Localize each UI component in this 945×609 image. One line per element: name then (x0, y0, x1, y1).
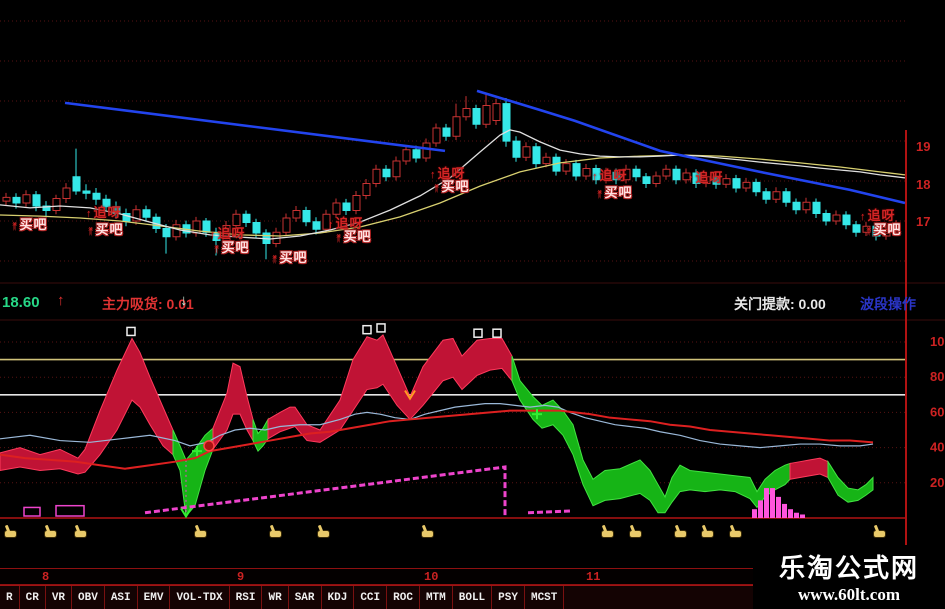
buy-hand-icon (5, 531, 16, 537)
tab-vr[interactable]: VR (46, 586, 73, 609)
up-arrow-icon: ↑ (57, 292, 65, 309)
tab-r[interactable]: R (0, 586, 20, 609)
svg-text:80: 80 (930, 369, 944, 384)
chase-signal-label: ↑追呀 (430, 166, 466, 181)
chase-signal-label: ↑追呀 (688, 170, 724, 185)
red-arrow-icon: ↑ (86, 208, 93, 220)
red-arrow-icon: ↑ (430, 169, 437, 181)
secondary-indicator-label: 波段操作 (860, 296, 916, 312)
buy-hand-icon (195, 531, 206, 537)
svg-text:40: 40 (930, 440, 944, 455)
red-arrow-icon: ↑ (214, 243, 221, 255)
tab-sar[interactable]: SAR (289, 586, 322, 609)
red-arrow-icon: ↑ (597, 188, 604, 200)
month-label: 10 (424, 570, 439, 584)
buy-hand-icon (45, 531, 56, 537)
buy-signal-label: ↑买吧 (597, 185, 633, 200)
buy-signal-label: ↑买吧 (866, 222, 902, 237)
tab-obv[interactable]: OBV (72, 586, 105, 609)
svg-text:19: 19 (916, 139, 930, 154)
buy-hand-icon (675, 531, 686, 537)
red-arrow-icon: ↑ (592, 171, 599, 183)
tab-wr[interactable]: WR (262, 586, 289, 609)
red-arrow-icon: ↑ (336, 232, 343, 244)
buy-signal-label: ↑买吧 (272, 250, 308, 265)
tab-vol-tdx[interactable]: VOL-TDX (170, 586, 230, 609)
chase-signal-label: ↑追呀 (328, 216, 364, 231)
red-arrow-icon: ↑ (328, 219, 335, 231)
tab-cci[interactable]: CCI (354, 586, 388, 609)
buy-signal-label: ↑买吧 (88, 222, 124, 237)
tab-rsi[interactable]: RSI (230, 586, 263, 609)
buy-signal-label: ↑买吧 (12, 217, 48, 232)
svg-text:20: 20 (930, 475, 944, 490)
buy-hand-icon (630, 531, 641, 537)
buy-hand-icon (702, 531, 713, 537)
month-label: 8 (42, 570, 50, 584)
tab-cr[interactable]: CR (20, 586, 46, 609)
tab-mcst[interactable]: MCST (525, 586, 565, 609)
watermark: 乐淘公式网 www.60lt.com (753, 545, 945, 609)
chase-signal-label: ↑追呀 (860, 208, 896, 223)
tab-kdj[interactable]: KDJ (322, 586, 355, 609)
red-arrow-icon: ↑ (860, 211, 867, 223)
svg-text:100: 100 (930, 334, 945, 349)
red-arrow-icon: ↑ (12, 220, 19, 232)
buy-signal-label: ↑买吧 (336, 229, 372, 244)
chase-signal-label: ↑追呀 (86, 205, 122, 220)
indicator-readout-bar: 18.60 ↑ 主力吸货: 0.01 ↓ 关门提款: 0.00 波段操作 (0, 284, 945, 320)
main-force-indicator-label: 主力吸货: 0.01 (102, 296, 194, 312)
buy-hand-icon (318, 531, 329, 537)
red-arrow-icon: ↑ (88, 225, 95, 237)
buy-signal-label: ↑买吧 (214, 240, 250, 255)
right-indicator-label: 关门提款: 0.00 (734, 296, 826, 312)
date-axis: 8 9 10 11 (0, 568, 945, 585)
chase-signal-label: ↑追呀 (592, 168, 628, 183)
watermark-site-name: 乐淘公式网 (778, 553, 919, 583)
buy-hand-icon (730, 531, 741, 537)
red-arrow-icon: ↑ (210, 229, 217, 241)
month-label: 11 (586, 570, 601, 584)
tab-boll[interactable]: BOLL (453, 586, 493, 609)
svg-text:17: 17 (916, 214, 930, 229)
buy-hand-icon (422, 531, 433, 537)
tab-emv[interactable]: EMV (138, 586, 171, 609)
month-label: 9 (237, 570, 245, 584)
chase-signal-label: ↑追呀 (210, 226, 246, 241)
svg-text:18: 18 (916, 177, 930, 192)
red-arrow-icon: ↑ (434, 182, 441, 194)
tab-psy[interactable]: PSY (492, 586, 525, 609)
svg-text:60: 60 (930, 404, 944, 419)
red-arrow-icon: ↑ (272, 253, 279, 265)
buy-signal-label: ↑买吧 (434, 179, 470, 194)
red-arrow-icon: ↑ (866, 225, 873, 237)
red-arrow-icon: ↑ (688, 173, 695, 185)
buy-hand-icon (602, 531, 613, 537)
down-arrow-icon: ↓ (180, 292, 188, 309)
tab-mtm[interactable]: MTM (420, 586, 453, 609)
buy-hand-icon (874, 531, 885, 537)
price-value: 18.60 (2, 294, 40, 311)
tab-roc[interactable]: ROC (387, 586, 420, 609)
watermark-site-url: www.60lt.com (798, 585, 900, 604)
buy-hand-icon (75, 531, 86, 537)
buy-hand-icon (270, 531, 281, 537)
tab-asi[interactable]: ASI (105, 586, 138, 609)
